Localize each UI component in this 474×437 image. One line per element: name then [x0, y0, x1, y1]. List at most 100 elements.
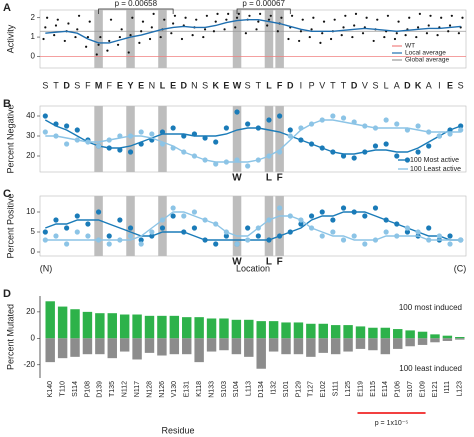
y-tick-label: 10	[26, 207, 35, 216]
data-point	[404, 225, 411, 231]
data-point	[64, 141, 70, 147]
data-point	[287, 133, 293, 139]
bar	[244, 338, 254, 357]
y-axis-label: Activity	[5, 24, 15, 53]
bar	[231, 338, 242, 355]
residue-label: I	[438, 80, 441, 90]
bar	[380, 327, 391, 339]
data-point	[63, 39, 66, 43]
bar	[417, 331, 428, 339]
data-point	[448, 24, 452, 27]
highlight-band	[158, 10, 167, 68]
y-tick-label: 5	[31, 227, 36, 236]
residue-label: W	[233, 80, 242, 90]
data-point	[127, 225, 134, 231]
bar	[442, 335, 453, 339]
data-point	[42, 37, 45, 41]
data-point	[195, 18, 198, 21]
data-point	[362, 213, 368, 219]
residue-label: S	[42, 80, 48, 90]
bar	[430, 338, 440, 343]
residue-label: L	[160, 80, 166, 90]
significance-bracket	[236, 8, 291, 14]
data-point	[212, 30, 216, 33]
data-point	[450, 14, 453, 17]
residue-label: S	[372, 80, 378, 90]
data-point	[245, 163, 251, 169]
data-point	[227, 12, 230, 15]
data-point	[205, 14, 208, 17]
bar	[206, 338, 217, 352]
plot-frame	[39, 105, 467, 173]
data-point	[362, 241, 368, 247]
bar	[169, 338, 180, 355]
data-point	[267, 18, 271, 21]
x-tick-label: P108	[84, 381, 91, 397]
data-point	[141, 20, 145, 23]
highlight-band	[126, 106, 135, 172]
x-tick-label: E102	[320, 381, 327, 397]
data-point	[170, 32, 173, 35]
p-value: p = 0.00658	[115, 0, 158, 8]
legend-label: Local average	[405, 50, 446, 57]
data-point	[64, 241, 70, 247]
residue-label: S	[245, 80, 251, 90]
data-point	[447, 233, 453, 239]
x-tick-label: S104	[233, 381, 240, 397]
y-tick-label: 0	[31, 52, 36, 61]
data-point	[234, 241, 240, 247]
bar	[318, 338, 328, 353]
x-tick-label: E121	[432, 381, 439, 397]
data-point	[109, 18, 113, 21]
data-point	[266, 24, 269, 27]
residue-label: K	[415, 80, 422, 90]
data-point	[383, 229, 389, 235]
bar	[455, 337, 465, 339]
y-axis-label: Percent Negative	[5, 104, 15, 173]
data-point	[266, 117, 272, 123]
legend-label: 100 most induced	[399, 303, 462, 312]
bar	[355, 326, 366, 339]
data-point	[287, 37, 290, 41]
x-tick-label: S103	[221, 381, 228, 397]
data-point	[64, 123, 70, 129]
data-point	[372, 205, 379, 211]
bar	[343, 325, 353, 339]
data-point	[330, 229, 336, 235]
trend-line	[45, 119, 461, 163]
data-point	[351, 155, 357, 161]
data-point	[172, 22, 175, 25]
data-point	[180, 37, 184, 41]
highlight-label: L	[266, 257, 272, 268]
data-point	[223, 28, 226, 31]
panel-letter: B	[3, 98, 11, 110]
bar	[306, 323, 316, 339]
bar	[268, 338, 279, 352]
x-tick-label: L125	[345, 381, 352, 397]
data-point	[354, 12, 358, 15]
bar	[107, 313, 117, 339]
residue-label: T	[256, 80, 262, 90]
data-point	[372, 143, 379, 149]
data-point	[340, 115, 347, 121]
x-tick-label: E115	[370, 381, 377, 397]
y-tick-label: 40	[26, 111, 35, 120]
bar	[194, 338, 204, 363]
bar	[157, 338, 167, 356]
data-point	[248, 14, 251, 17]
x-axis-label: Location	[236, 263, 270, 273]
data-point	[351, 233, 357, 239]
data-point	[245, 121, 251, 127]
bar	[144, 338, 155, 353]
residue-label: E	[170, 80, 176, 90]
y-tick-label: -20	[23, 360, 35, 369]
bar	[343, 338, 353, 352]
x-tick-label: E119	[357, 381, 364, 397]
bar	[57, 306, 68, 339]
bar	[330, 325, 341, 339]
highlight-band	[94, 10, 103, 68]
bar	[306, 338, 316, 357]
data-point	[353, 24, 356, 27]
bar	[107, 338, 117, 359]
data-point	[321, 32, 324, 35]
